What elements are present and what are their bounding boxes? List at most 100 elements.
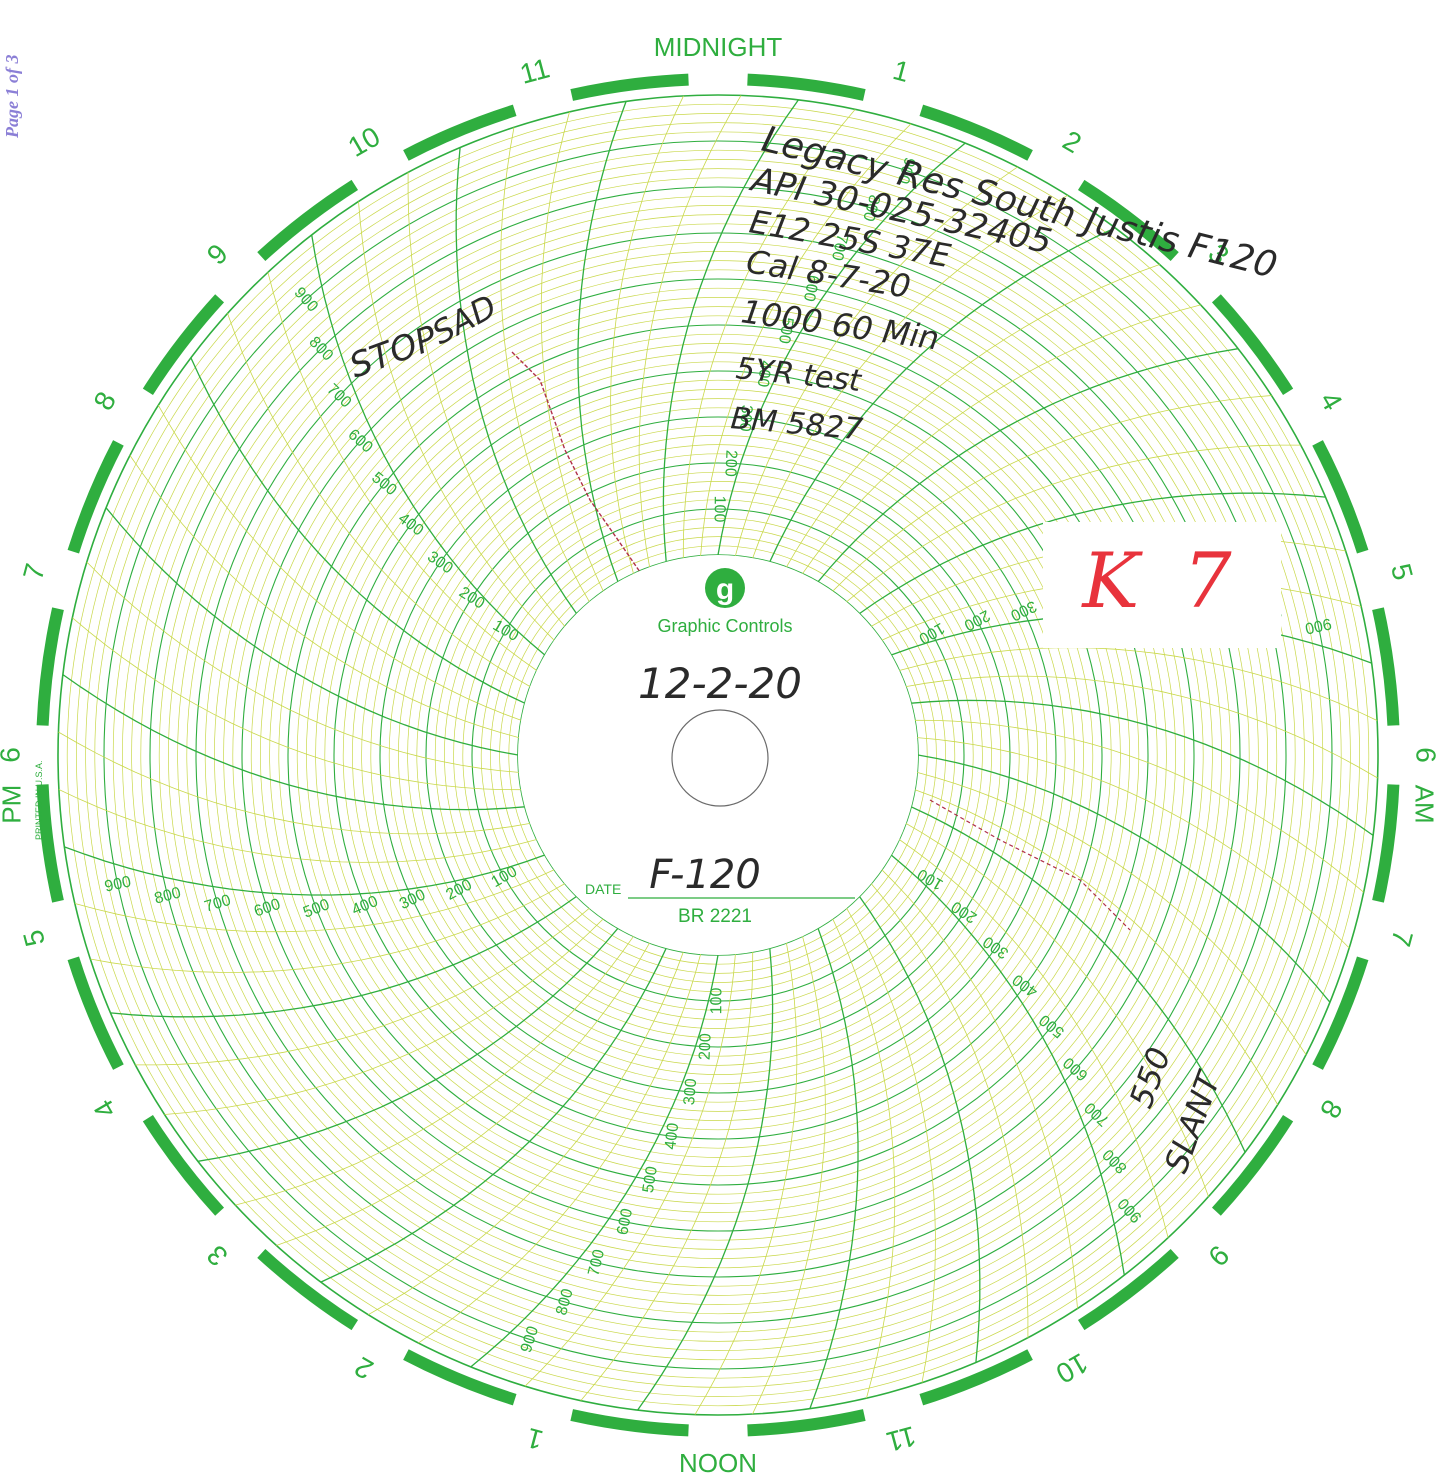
minor-arc <box>899 839 1169 1238</box>
hour-bar <box>403 1349 517 1406</box>
hour-bar <box>403 104 517 161</box>
fine-ring <box>140 177 1296 1333</box>
scale-label: 500 <box>301 896 332 921</box>
minor-arc <box>524 954 736 1387</box>
hour-label: 6 <box>1411 747 1437 763</box>
scale-label: 600 <box>614 1207 636 1237</box>
note-line-5: 1000 60 Min <box>739 292 942 357</box>
hour-label: 11 <box>517 52 553 89</box>
hour-arc <box>817 348 1239 583</box>
stamp-text: K 7 <box>1082 536 1242 625</box>
fine-ring <box>315 352 1121 1158</box>
minor-arc <box>638 95 742 568</box>
scale-label: 400 <box>395 510 427 540</box>
minor-arc <box>86 561 519 773</box>
fine-ring <box>352 389 1084 1121</box>
minor-arc <box>500 127 590 602</box>
minor-arc <box>135 907 590 1066</box>
fine-ring <box>453 490 983 1020</box>
spindle-hole <box>671 709 769 807</box>
minor-arc <box>580 951 754 1401</box>
hour-bar <box>142 1114 225 1216</box>
value-ring <box>57 94 1379 1416</box>
hour-label: 7 <box>17 560 51 583</box>
scale-label: 100 <box>915 865 947 893</box>
minor-arc <box>917 737 1350 949</box>
minor-arc <box>368 951 684 1316</box>
hour-bar <box>36 607 64 726</box>
am-label: AM <box>1409 785 1437 824</box>
note-stop: STOP <box>344 318 442 386</box>
center-hub <box>518 555 918 955</box>
hour-arc <box>62 674 525 811</box>
fine-ring <box>490 527 946 983</box>
scale-label: 300 <box>681 1078 700 1106</box>
minor-arc <box>74 869 555 933</box>
brand-name: Graphic Controls <box>657 616 792 636</box>
minor-arc <box>407 172 566 627</box>
printed-in-label: PRINTED IN U.S.A. <box>34 760 44 840</box>
fine-ring <box>444 481 992 1029</box>
scale-label: 900 <box>103 873 133 895</box>
date-label: DATE <box>585 881 621 897</box>
value-ring <box>103 140 1333 1370</box>
minor-arc <box>832 395 1272 592</box>
fine-ring <box>480 517 956 993</box>
fine-ring <box>296 333 1140 1177</box>
hour-label: 2 <box>1058 124 1087 159</box>
scale-label: 500 <box>775 316 796 345</box>
hour-label: 1 <box>523 1422 546 1456</box>
hour-arc <box>320 947 667 1283</box>
minor-arc <box>276 942 650 1246</box>
fine-ring <box>361 398 1075 1112</box>
fine-ring <box>250 287 1186 1223</box>
hour-bar <box>1312 440 1369 554</box>
scale-label: 500 <box>1036 1011 1068 1041</box>
scale-label: 800 <box>153 884 183 907</box>
scale-label: 700 <box>828 232 851 262</box>
minor-arc <box>786 264 1160 568</box>
fine-ring <box>94 131 1342 1379</box>
hour-label: 9 <box>201 238 234 271</box>
minor-arc <box>267 272 537 671</box>
scale-label: 300 <box>736 404 755 432</box>
minor-arc <box>90 883 565 973</box>
scale-label: 400 <box>754 359 774 388</box>
hour-arc <box>190 357 526 704</box>
minor-arc <box>72 617 522 791</box>
scale-label: 400 <box>349 893 380 919</box>
hour-arc <box>717 142 966 556</box>
note-start: SAD <box>426 287 503 352</box>
hour-label: 6 <box>0 747 25 763</box>
scale-label: 500 <box>368 469 400 499</box>
minor-arc <box>418 954 701 1344</box>
scale-label: 900 <box>1115 1194 1146 1225</box>
fine-ring <box>342 379 1094 1131</box>
scale-label: 900 <box>518 1324 542 1355</box>
hour-arc <box>809 927 859 1409</box>
minor-arc <box>832 918 896 1399</box>
fine-ring <box>214 251 1222 1259</box>
scale-label: 800 <box>553 1287 577 1317</box>
fine-ring <box>223 260 1213 1250</box>
minor-arc <box>129 455 519 738</box>
minor-arc <box>917 772 1307 1055</box>
hour-arc <box>197 927 619 1162</box>
fine-ring <box>398 435 1038 1075</box>
hour-label: 11 <box>883 1420 919 1457</box>
minor-arc <box>227 313 531 687</box>
hour-arc <box>662 99 799 562</box>
scale-label: 200 <box>443 876 475 903</box>
hour-bar <box>257 179 359 262</box>
minor-arc <box>905 823 1209 1197</box>
hour-arc <box>769 227 1116 563</box>
minor-arc <box>802 304 1201 574</box>
scale-label: 400 <box>1009 970 1041 1000</box>
scale-label: 300 <box>980 932 1012 961</box>
hour-bars <box>36 73 1400 1437</box>
hour-bar <box>67 956 124 1070</box>
note-line-6: 5YR test <box>734 351 864 399</box>
hour-label: 8 <box>1314 1095 1349 1124</box>
minor-arc <box>610 95 684 574</box>
minor-arc <box>735 166 1018 556</box>
